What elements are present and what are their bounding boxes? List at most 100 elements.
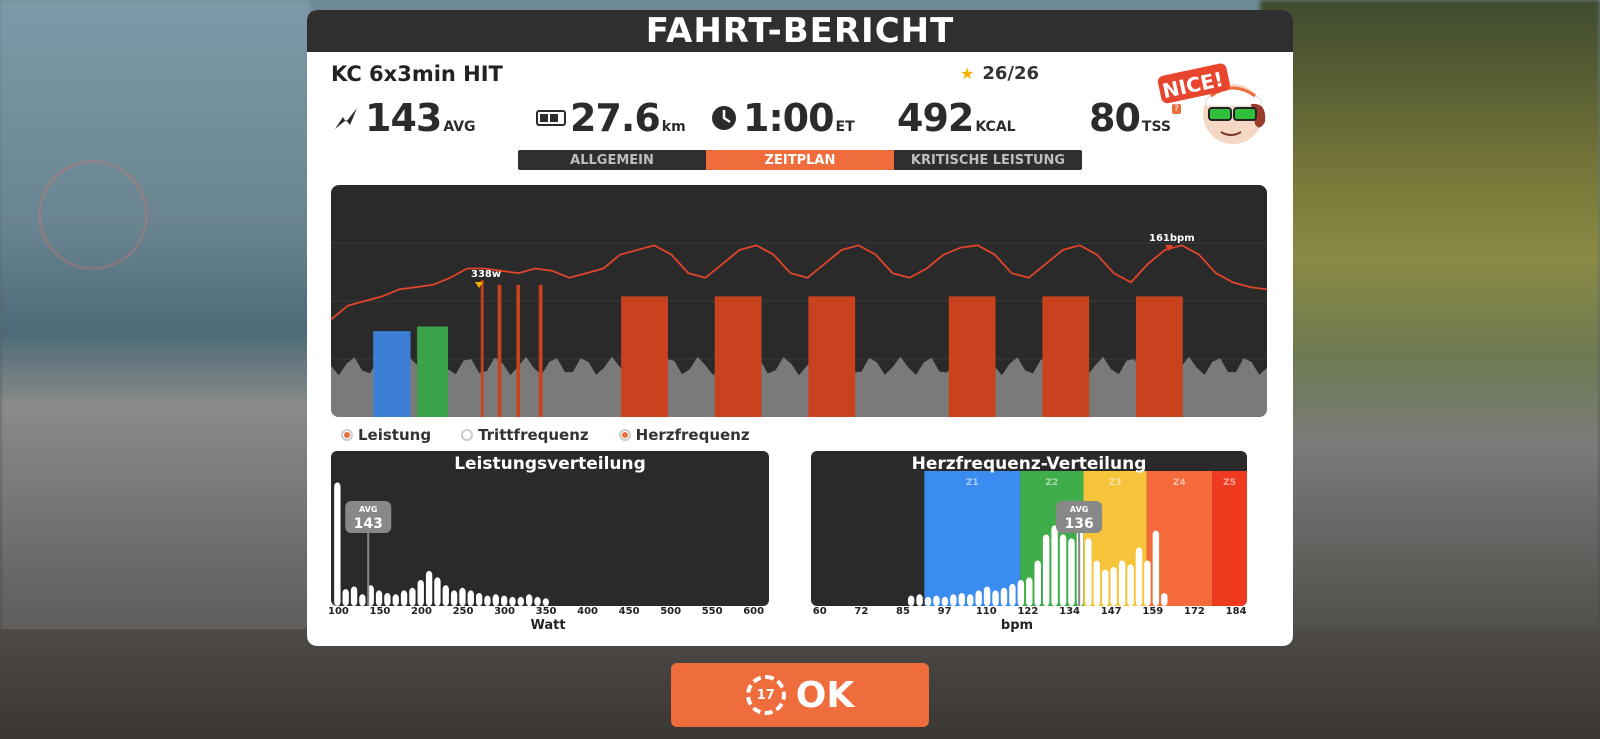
axis-tick-label: 250 <box>452 606 474 617</box>
distribution-bar <box>1009 583 1016 606</box>
power-axis-ticks: 100 150 200 250 300 350 400 450 500 550 600 <box>328 606 769 620</box>
avg-label: AVG <box>1070 505 1088 514</box>
distribution-bar <box>467 590 474 606</box>
tab-zeitplan[interactable]: ZEITPLAN <box>706 150 894 170</box>
axis-tick-label: 122 <box>1017 606 1039 617</box>
legend-power[interactable]: Leistung <box>341 426 431 444</box>
axis-tick-label: 97 <box>937 606 952 617</box>
distribution-bar <box>1042 534 1050 606</box>
axis-tick-label: 85 <box>896 606 910 617</box>
distribution-bar <box>542 598 549 606</box>
legend-cadence-label: Trittfrequenz <box>478 426 589 444</box>
clock-icon <box>709 103 739 133</box>
workout-name: KC 6x3min HIT <box>331 62 503 86</box>
countdown-timer: 17 <box>745 675 786 715</box>
heartrate-line <box>331 244 1267 321</box>
radio-cadence[interactable] <box>461 429 474 441</box>
distribution-bar <box>907 595 915 606</box>
legend-power-label: Leistung <box>358 426 432 444</box>
hr-zone-band <box>924 471 1021 606</box>
distribution-bar <box>924 596 932 606</box>
distribution-bar <box>1000 587 1008 606</box>
distribution-bar <box>350 586 358 606</box>
distance-unit: km <box>661 119 686 135</box>
hr-zone-label: Z3 <box>1109 478 1122 488</box>
tss-help-icon[interactable]: ? <box>1171 104 1181 114</box>
axis-tick-label: 500 <box>660 606 682 617</box>
radio-heartrate[interactable] <box>618 429 631 441</box>
stat-distance: 27.6 km <box>536 96 686 140</box>
ok-label: OK <box>795 674 855 716</box>
tab-kritische-leistung[interactable]: KRITISCHE LEISTUNG <box>894 150 1082 170</box>
stat-time: 1:00 ET <box>709 96 855 140</box>
timeline-interval-bar <box>480 280 484 417</box>
distribution-bar <box>409 587 416 606</box>
distribution-bar <box>450 590 458 606</box>
distribution-bar <box>1135 547 1143 606</box>
chart-legend: Leistung Trittfrequenz Herzfrequenz <box>341 426 750 444</box>
tss-unit: TSS <box>1141 119 1171 135</box>
axis-tick-label: 150 <box>369 606 391 617</box>
timeline-interval-bar <box>621 296 668 417</box>
energy-unit: KCAL <box>975 119 1016 135</box>
background-scenery-left <box>0 0 310 739</box>
distribution-bar <box>359 594 366 606</box>
timeline-interval-bar <box>808 296 856 417</box>
stars-earned: ★ 26/26 <box>960 63 1039 84</box>
axis-tick-label: 184 <box>1225 606 1247 617</box>
ok-button[interactable]: 17 OK <box>671 663 929 727</box>
distribution-bar <box>966 594 974 606</box>
legend-cadence[interactable]: Trittfrequenz <box>461 426 589 444</box>
distribution-bar <box>534 596 541 606</box>
distribution-bar <box>1127 564 1134 606</box>
distribution-bar <box>342 589 349 606</box>
distribution-bar <box>933 595 940 606</box>
axis-tick-label: 600 <box>743 606 765 617</box>
axis-tick-label: 72 <box>854 606 869 617</box>
page-title: FAHRT-BERICHT <box>645 11 955 51</box>
avg-label: AVG <box>359 505 377 514</box>
hr-axis-title: bpm <box>1000 618 1034 633</box>
ride-report-panel: FAHRT-BERICHT KC 6x3min HIT ★ 26/26 143 … <box>307 10 1293 646</box>
distribution-bar <box>1152 530 1160 606</box>
distribution-bar <box>492 594 499 606</box>
distribution-bar <box>417 580 424 606</box>
timeline-interval-bar <box>417 326 448 417</box>
axis-tick-label: 400 <box>577 606 599 617</box>
timeline-interval-bar <box>1042 296 1090 417</box>
distribution-bar <box>434 577 441 606</box>
hr-zone-band <box>1212 471 1247 606</box>
distribution-bar <box>509 596 516 606</box>
axis-tick-label: 110 <box>975 606 997 617</box>
axis-tick-label: 60 <box>812 606 827 617</box>
axis-tick-label: 350 <box>535 606 557 617</box>
time-value: 1:00 <box>743 96 835 140</box>
background-scenery-right <box>1260 0 1600 739</box>
distribution-bar <box>375 590 383 606</box>
time-unit: ET <box>835 119 855 135</box>
tss-value: 80 <box>1089 96 1141 140</box>
axis-tick-label: 550 <box>701 606 723 617</box>
nice-badge: NICE! <box>1151 62 1273 150</box>
ferris-wheel-shape <box>38 160 148 270</box>
tab-allgemein[interactable]: ALLGEMEIN <box>518 150 706 170</box>
legend-heartrate[interactable]: Herzfrequenz <box>618 426 750 444</box>
star-icon: ★ <box>960 64 975 83</box>
distribution-bar <box>1144 560 1151 606</box>
axis-tick-label: 134 <box>1059 606 1080 617</box>
distribution-bar <box>484 595 491 606</box>
distribution-bar <box>1102 569 1109 606</box>
power-value: 143 <box>365 96 442 140</box>
distribution-bar <box>941 596 949 606</box>
distribution-bar <box>442 585 449 606</box>
stat-energy: 492 KCAL <box>897 96 1016 140</box>
radio-power[interactable] <box>341 429 353 441</box>
odometer-icon <box>536 103 566 133</box>
hr-distribution-chart: Z1 Z2 Z3 Z4 Z5 AVG 136 Herzfrequenz-Verteilung <box>811 451 1247 606</box>
avg-value: 143 <box>354 516 383 532</box>
hr-distribution-title: Herzfrequenz-Verteilung <box>911 454 1147 474</box>
distribution-bar <box>517 596 524 606</box>
peak-power-label: 338w <box>471 269 501 280</box>
distribution-bar <box>1093 560 1101 606</box>
distribution-bar <box>392 594 399 606</box>
